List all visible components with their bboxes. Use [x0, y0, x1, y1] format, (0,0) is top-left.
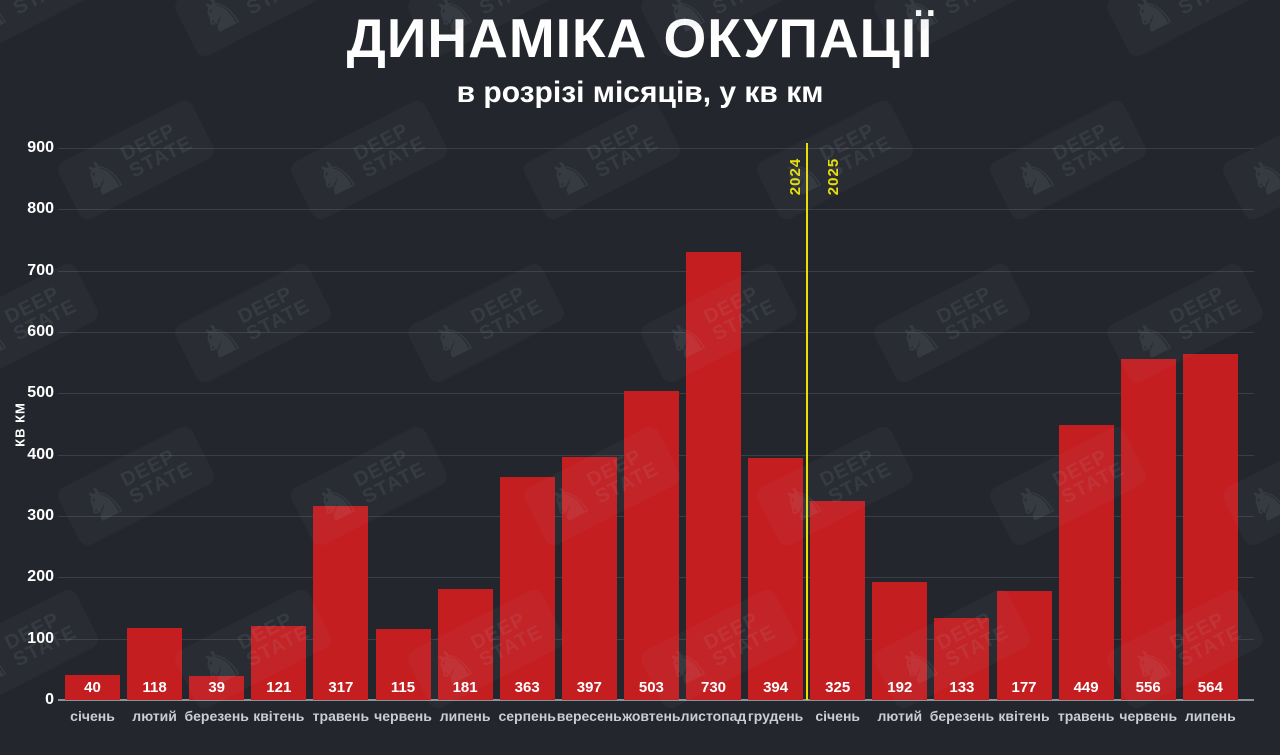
y-tick-label: 300: [27, 507, 54, 524]
month-label: червень: [1119, 708, 1178, 724]
bar: 449: [1058, 424, 1114, 700]
bar-value-label: 40: [84, 678, 101, 696]
bar: 397: [561, 456, 617, 700]
bar: 133: [934, 618, 990, 700]
y-tick-label: 600: [27, 323, 54, 340]
bar-value-label: 363: [514, 678, 540, 696]
bar-value-label: 192: [887, 678, 913, 696]
bar-value-label: 317: [328, 678, 354, 696]
month-label: січень: [815, 708, 861, 724]
bar: 317: [313, 505, 369, 700]
bar-value-label: 133: [949, 678, 975, 696]
bar: 192: [872, 582, 928, 700]
y-tick-label: 500: [27, 384, 54, 402]
y-tick-label: 0: [45, 691, 54, 708]
y-axis-title: КВ КМ: [12, 402, 28, 447]
month-label: березень: [184, 708, 249, 724]
bar-value-label: 121: [266, 678, 292, 696]
bar: 564: [1182, 354, 1238, 700]
month-label: червень: [374, 708, 432, 724]
month-label: липень: [439, 708, 491, 724]
year-divider-line: [806, 143, 808, 700]
month-label: лютий: [877, 708, 923, 724]
bar: 556: [1120, 358, 1176, 700]
bar-value-label: 503: [638, 678, 664, 696]
year-label-2025: 2025: [825, 157, 843, 196]
y-tick-label: 700: [27, 261, 54, 279]
bar-value-label: 730: [700, 678, 727, 696]
y-tick-label: 200: [27, 568, 54, 586]
month-label: січень: [70, 708, 115, 724]
month-label: липень: [1184, 708, 1236, 724]
bar-value-label: 556: [1135, 678, 1161, 696]
month-label: квітень: [253, 708, 305, 724]
bar-value-label: 118: [142, 678, 167, 696]
y-tick-label: 900: [27, 139, 54, 156]
gridline: [58, 148, 1254, 149]
bar: 325: [810, 500, 866, 700]
chart-title: ДИНАМІКА ОКУПАЦІЇ: [346, 7, 934, 69]
bar: 177: [996, 591, 1052, 700]
bar: 394: [748, 458, 804, 700]
month-label: листопад: [680, 708, 747, 724]
bar-value-label: 39: [208, 678, 226, 696]
bar-value-label: 177: [1011, 678, 1037, 696]
y-tick-label: 800: [27, 200, 54, 218]
bar: 118: [127, 627, 183, 700]
bar-value-label: 181: [452, 678, 478, 696]
bar: 730: [686, 252, 741, 700]
bar-value-label: 564: [1197, 678, 1223, 696]
month-label: квітень: [998, 708, 1050, 724]
month-label: травень: [1057, 708, 1115, 724]
bar: 39: [189, 676, 245, 700]
chart-subtitle: в розрізі місяців, у кв км: [456, 76, 824, 109]
bar-value-label: 394: [763, 678, 789, 696]
bar: 40: [65, 675, 120, 700]
month-label: жовтень: [622, 708, 681, 724]
bar: 503: [623, 391, 679, 700]
y-tick-label: 100: [27, 629, 54, 647]
month-label: грудень: [747, 708, 804, 724]
month-label: травень: [312, 708, 370, 724]
month-label: лютий: [132, 708, 177, 724]
month-label: вересень: [556, 708, 622, 724]
bar: 115: [375, 629, 431, 700]
bar-value-label: 325: [825, 678, 851, 696]
year-label-2024: 2024: [787, 157, 805, 196]
bar: 181: [437, 588, 493, 700]
gridline: [58, 332, 1254, 333]
bar: 121: [251, 625, 307, 700]
x-axis-line: [58, 699, 1254, 701]
month-label: серпень: [498, 708, 556, 724]
bar-value-label: 449: [1073, 678, 1099, 696]
bar: 363: [499, 477, 555, 700]
y-tick-label: 400: [27, 445, 54, 463]
gridline: [58, 209, 1254, 211]
gridline: [58, 270, 1254, 272]
month-label: березень: [929, 708, 995, 724]
bar-value-label: 397: [576, 678, 602, 696]
bar-value-label: 115: [390, 678, 416, 696]
